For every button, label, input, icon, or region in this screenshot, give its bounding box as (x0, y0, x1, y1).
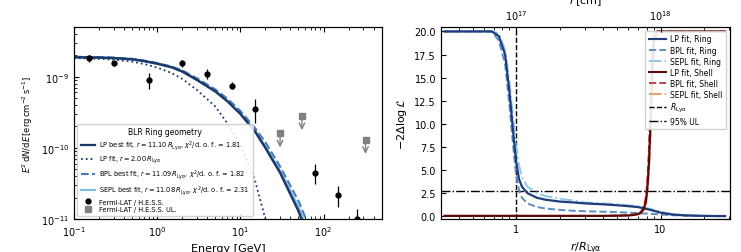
X-axis label: $r\,[\mathrm{cm}]$: $r\,[\mathrm{cm}]$ (569, 0, 602, 8)
Y-axis label: $E^2\,\mathrm{d}N/\mathrm{d}E\,[\mathrm{erg}\,\mathrm{cm}^{-2}\,\mathrm{s}^{-1}]: $E^2\,\mathrm{d}N/\mathrm{d}E\,[\mathrm{… (21, 75, 36, 172)
Legend: LP fit, Ring, BPL fit, Ring, SEPL fit, Ring, LP fit, Shell, BPL fit, Shell, SEPL: LP fit, Ring, BPL fit, Ring, SEPL fit, R… (645, 32, 726, 130)
X-axis label: $r/R_{\mathrm{Ly\alpha}}$: $r/R_{\mathrm{Ly\alpha}}$ (570, 240, 601, 252)
X-axis label: Energy [GeV]: Energy [GeV] (190, 243, 265, 252)
Legend: LP best fit, $r=11.10\,R_{\mathrm{Ly\alpha}}$, $\chi^2$/d. o. f. = 1.81, LP fit,: LP best fit, $r=11.10\,R_{\mathrm{Ly\alp… (77, 124, 253, 216)
Y-axis label: $-2\Delta\log\mathcal{L}$: $-2\Delta\log\mathcal{L}$ (395, 98, 409, 149)
